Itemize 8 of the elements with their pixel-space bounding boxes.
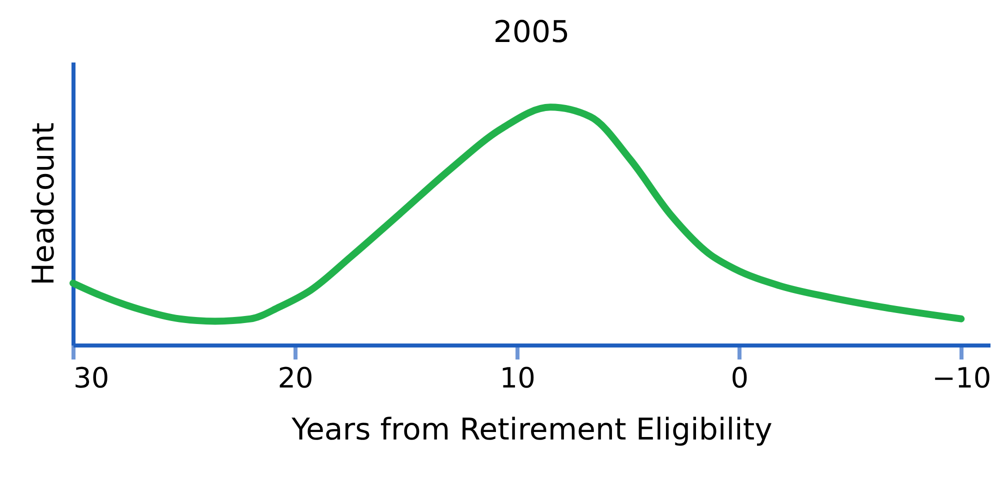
chart-title: 2005 — [493, 15, 570, 50]
x-tick-label: 0 — [730, 362, 749, 394]
x-tick-label: 10 — [500, 362, 536, 394]
x-tick-label: 30 — [74, 362, 110, 394]
y-axis-title: Headcount — [26, 122, 62, 286]
x-axis-title: Years from Retirement Eligibility — [290, 412, 772, 448]
x-tick-label: 20 — [278, 362, 314, 394]
x-tick-label: −10 — [932, 362, 992, 394]
